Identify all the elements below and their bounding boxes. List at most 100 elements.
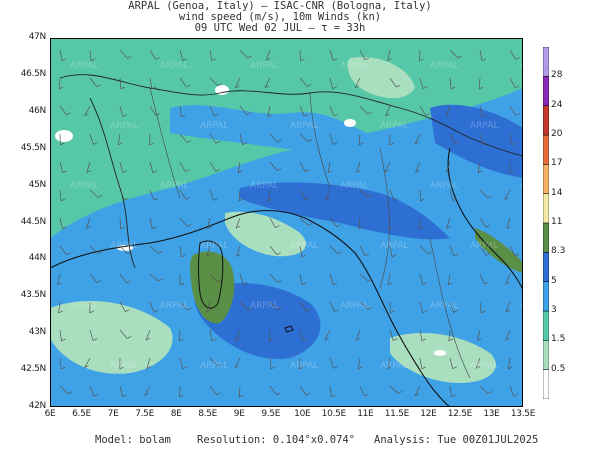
wind-barb-flag	[243, 282, 248, 285]
wind-barb-flag	[367, 111, 372, 115]
wind-barb-flag	[89, 310, 94, 314]
wind-barb	[479, 217, 487, 228]
wind-barb	[149, 217, 153, 229]
wind-barb-flag	[93, 142, 98, 145]
colorbar-level-label: 5	[551, 275, 557, 286]
colorbar-level-label: 3	[551, 305, 557, 315]
wind-barb-flag	[206, 254, 212, 257]
wind-barb	[419, 77, 424, 89]
coastline	[50, 210, 451, 407]
wind-barb-flag	[398, 391, 403, 394]
wind-barb	[415, 161, 421, 173]
wind-barb	[324, 189, 331, 200]
wind-barb	[209, 273, 218, 283]
wind-barb	[449, 133, 455, 145]
watermark-text: ARPAL	[290, 241, 318, 251]
wind-barb-flag	[58, 310, 63, 314]
wind-barb-flag	[238, 198, 244, 202]
wind-barb-flag	[513, 394, 518, 397]
calm-area	[215, 85, 229, 95]
wind-barb-flag	[368, 278, 373, 282]
wind-barb-flag	[146, 366, 152, 369]
watermark-text: ARPAL	[380, 361, 408, 371]
wind-barb	[299, 105, 305, 117]
watermark-text: ARPAL	[430, 301, 458, 311]
footer-resolution: Resolution: 0.104°x0.074°	[197, 434, 356, 446]
watermark-text: ARPAL	[340, 301, 368, 311]
wind-barb	[239, 301, 248, 311]
wind-barb	[179, 245, 182, 257]
wind-barb-flag	[505, 309, 510, 313]
wind-barb-flag	[515, 113, 520, 116]
title-line-2: wind speed (m/s), 10m Winds (kn)	[178, 11, 382, 23]
colorbar-level-label: 17	[551, 158, 563, 169]
wind-barb	[239, 273, 244, 285]
wind-barb-flag	[119, 366, 125, 370]
wind-area-lightgreen	[50, 300, 173, 374]
wind-barb-flag	[482, 142, 487, 145]
wind-barb	[329, 105, 335, 117]
wind-barb	[357, 357, 361, 369]
wind-barb	[479, 49, 483, 61]
wind-barb-flag	[505, 337, 510, 341]
wind-barb-flag	[98, 195, 103, 198]
wind-barb-flag	[337, 251, 343, 254]
wind-barb-flag	[247, 55, 252, 59]
wind-barb-flag	[446, 170, 451, 173]
lon-tick-label: 8.5E	[198, 409, 218, 419]
wind-barb	[389, 245, 393, 257]
wind-barb	[267, 189, 271, 201]
colorbar-segment	[543, 47, 549, 77]
wind-barb-flag	[393, 338, 398, 341]
wind-barb-flag	[215, 169, 220, 172]
wind-barb	[179, 133, 188, 143]
wind-barb	[385, 105, 391, 117]
title-line-1: ARPAL (Genoa, Italy) — ISAC-CNR (Bologna…	[128, 0, 432, 12]
wind-barb-flag	[387, 58, 392, 62]
wind-barb-flag	[453, 253, 459, 257]
wind-barb	[84, 105, 91, 116]
wind-barb-flag	[211, 58, 216, 62]
wind-barb	[89, 385, 95, 397]
wind-barb-flag	[186, 140, 192, 143]
wind-barb	[179, 161, 186, 172]
wind-barb-flag	[414, 393, 420, 397]
wind-barb-flag	[277, 279, 282, 283]
wind-barb	[58, 77, 61, 89]
wind-barb	[505, 301, 511, 313]
wind-barb-flag	[84, 113, 89, 116]
wind-barb-flag	[302, 282, 307, 286]
wind-barb-flag	[120, 86, 126, 90]
wind-barb	[209, 357, 218, 367]
wind-barb	[329, 133, 334, 145]
wind-barb	[209, 49, 213, 61]
wind-barb-flag	[215, 141, 221, 144]
wind-barb-flag	[122, 394, 127, 398]
wind-barb-flag	[303, 113, 309, 117]
wind-barb	[358, 133, 361, 145]
wind-barb	[449, 301, 455, 313]
wind-barb-flag	[514, 253, 520, 257]
wind-barb	[446, 161, 451, 173]
wind-barb-flag	[186, 84, 191, 88]
wind-barb-flag	[450, 86, 456, 90]
wind-barb-flag	[505, 281, 510, 285]
wind-barb-flag	[422, 86, 428, 89]
wind-barb-flag	[153, 197, 159, 201]
coastline-corsica	[198, 240, 224, 309]
wind-barb-flag	[481, 58, 487, 62]
wind-barb-flag	[306, 84, 312, 87]
wind-barb	[414, 133, 421, 145]
wind-barb	[149, 49, 156, 60]
wind-barb-flag	[242, 142, 247, 145]
watermark-text: ARPAL	[430, 61, 458, 71]
lat-tick-label: 42N	[28, 401, 47, 411]
wind-barb-flag	[60, 142, 65, 146]
wind-barb-flag	[217, 279, 222, 283]
wind-barb	[388, 217, 391, 229]
lon-tick-label: 9E	[233, 409, 245, 419]
wind-barb-flag	[453, 310, 458, 313]
wind-barb	[419, 189, 421, 202]
wind-barb	[299, 273, 303, 285]
lat-tick-label: 44.5N	[20, 216, 47, 227]
